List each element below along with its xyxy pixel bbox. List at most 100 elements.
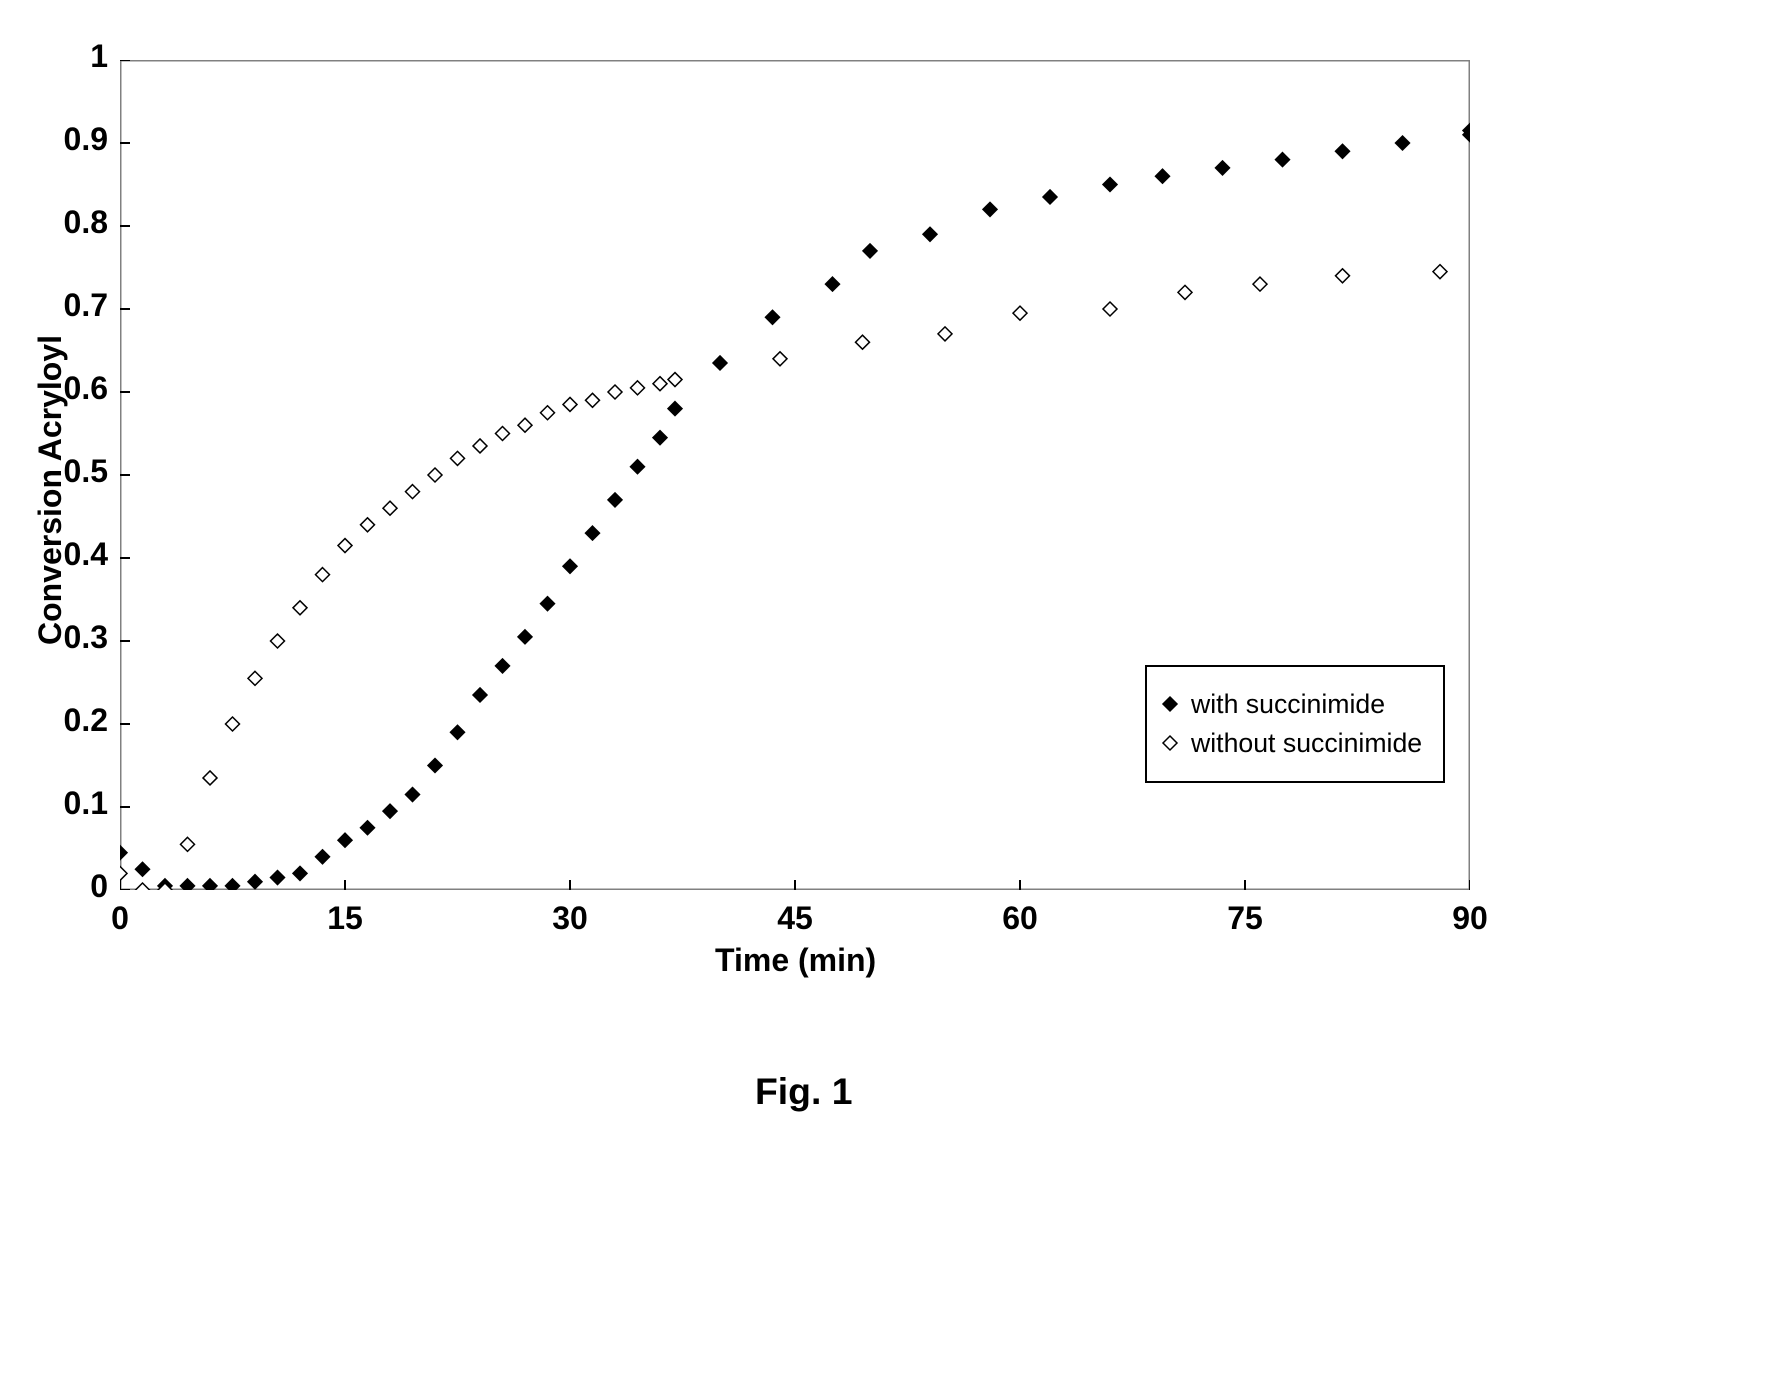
data-point	[1433, 265, 1447, 279]
x-tick-label: 15	[325, 900, 365, 937]
y-tick-label: 0.5	[64, 453, 108, 490]
data-point	[1156, 169, 1170, 183]
data-point	[1336, 269, 1350, 283]
data-point	[1178, 285, 1192, 299]
data-point	[1336, 144, 1350, 158]
data-point	[668, 373, 682, 387]
diamond-filled-icon	[1161, 695, 1179, 713]
data-point	[496, 427, 510, 441]
y-tick-label: 0.9	[64, 121, 108, 158]
data-point	[383, 804, 397, 818]
x-tick-label: 75	[1225, 900, 1265, 937]
data-point	[451, 451, 465, 465]
data-point	[428, 759, 442, 773]
data-point	[120, 846, 127, 860]
data-point	[338, 539, 352, 553]
data-point	[451, 725, 465, 739]
data-point	[361, 821, 375, 835]
data-point	[1103, 302, 1117, 316]
data-point	[428, 468, 442, 482]
y-tick-label: 0.6	[64, 370, 108, 407]
data-point	[136, 883, 150, 890]
data-point	[653, 377, 667, 391]
data-point	[316, 850, 330, 864]
data-point	[226, 717, 240, 731]
legend-label: without succinimide	[1191, 728, 1422, 759]
data-point	[203, 771, 217, 785]
data-point	[653, 431, 667, 445]
data-point	[766, 310, 780, 324]
data-point	[248, 671, 262, 685]
data-point	[338, 833, 352, 847]
data-point	[271, 871, 285, 885]
data-point	[316, 568, 330, 582]
data-point	[226, 879, 240, 890]
data-point	[668, 402, 682, 416]
data-point	[983, 202, 997, 216]
data-point	[203, 879, 217, 890]
data-point	[406, 788, 420, 802]
y-tick-label: 0.8	[64, 204, 108, 241]
y-tick-label: 0.3	[64, 619, 108, 656]
data-point	[181, 879, 195, 890]
data-point	[248, 875, 262, 889]
data-point	[586, 526, 600, 540]
data-point	[496, 659, 510, 673]
data-point	[631, 381, 645, 395]
data-point	[473, 439, 487, 453]
figure-caption: Fig. 1	[755, 1070, 852, 1113]
data-point	[271, 634, 285, 648]
data-point	[1396, 136, 1410, 150]
data-point	[923, 227, 937, 241]
legend-label: with succinimide	[1191, 689, 1385, 720]
x-axis-label: Time (min)	[715, 942, 876, 979]
data-point	[563, 397, 577, 411]
data-point	[383, 501, 397, 515]
legend: with succinimide without succinimide	[1145, 665, 1445, 783]
data-point	[518, 630, 532, 644]
data-point	[541, 406, 555, 420]
data-point	[773, 352, 787, 366]
x-tick-label: 30	[550, 900, 590, 937]
diamond-open-icon	[1161, 734, 1179, 752]
data-point	[1103, 178, 1117, 192]
data-point	[856, 335, 870, 349]
data-point	[293, 601, 307, 615]
data-point	[120, 866, 127, 880]
data-point	[863, 244, 877, 258]
data-point	[293, 866, 307, 880]
data-point	[586, 393, 600, 407]
y-tick-label: 1	[90, 38, 108, 75]
data-point	[1216, 161, 1230, 175]
data-point	[631, 460, 645, 474]
y-axis-label: Conversion Acryloyl	[32, 335, 69, 645]
data-point	[713, 356, 727, 370]
data-point	[1253, 277, 1267, 291]
x-tick-label: 60	[1000, 900, 1040, 937]
data-point	[136, 862, 150, 876]
x-tick-label: 0	[100, 900, 140, 937]
data-point	[518, 418, 532, 432]
data-point	[473, 688, 487, 702]
data-point	[406, 485, 420, 499]
data-point	[1276, 153, 1290, 167]
data-point	[1043, 190, 1057, 204]
x-tick-label: 90	[1450, 900, 1490, 937]
data-point	[826, 277, 840, 291]
legend-item-with-succinimide: with succinimide	[1161, 689, 1425, 720]
y-tick-label: 0.7	[64, 287, 108, 324]
data-point	[1013, 306, 1027, 320]
y-tick-label: 0.2	[64, 702, 108, 739]
data-point	[608, 493, 622, 507]
data-point	[938, 327, 952, 341]
data-point	[541, 597, 555, 611]
figure-wrapper: 00.10.20.30.40.50.60.70.80.91 0153045607…	[120, 60, 1470, 890]
data-point	[608, 385, 622, 399]
data-point	[361, 518, 375, 532]
x-tick-label: 45	[775, 900, 815, 937]
y-tick-label: 0.4	[64, 536, 108, 573]
data-point	[181, 837, 195, 851]
data-point	[563, 559, 577, 573]
legend-item-without-succinimide: without succinimide	[1161, 728, 1425, 759]
y-tick-label: 0.1	[64, 785, 108, 822]
